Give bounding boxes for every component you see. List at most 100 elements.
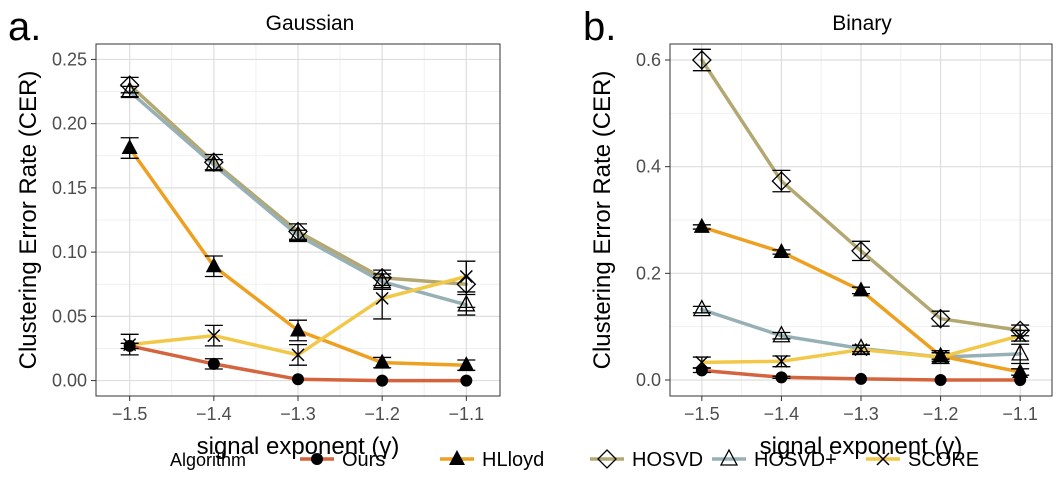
axis-ticks: −1.5 −1.4 −1.3 −1.2 −1.1 0.00 0.05 0.10 0.15 0.20… [52, 49, 484, 424]
error-bar-hosvd-plus [120, 85, 139, 98]
legend-title: Algorithm [170, 450, 246, 470]
point-hosvd-plus [120, 81, 139, 99]
point-ours [855, 372, 867, 385]
panel-letter: b. [583, 5, 616, 49]
y-axis-title: Clustering Error Rate (CER) [589, 71, 616, 370]
axis-ticks: −1.5 −1.4 −1.3 −1.2 −1.1 0.0 0.2 0.4 0.6 [636, 50, 1038, 424]
point-score [774, 354, 788, 368]
point-ours [695, 364, 708, 377]
point-ours [775, 371, 788, 384]
legend-item-hlloyd: HLloyd [440, 449, 544, 471]
error-bar-hosvd-plus [204, 158, 223, 171]
point-ours [292, 373, 304, 386]
point-ours [460, 374, 473, 387]
panel-binary: b. Binary −1.5 −1.4 −1.3 −1.2 −1.1 0.0 0.2 0.4 0.6… [583, 5, 1053, 460]
y-tick-label: 0.10 [52, 242, 87, 262]
legend-label: HOSVD+ [754, 449, 837, 471]
y-tick-label: 0.25 [52, 49, 87, 69]
y-tick-label: 0.6 [636, 50, 661, 70]
point-hosvd [851, 241, 871, 261]
point-ours [376, 374, 389, 387]
panel-title: Gaussian [266, 12, 355, 35]
panel-letter: a. [8, 5, 41, 49]
series-marks [119, 75, 477, 387]
y-tick-label: 0.2 [636, 263, 661, 283]
point-hosvd [691, 50, 712, 70]
point-score [291, 348, 305, 362]
point-ours [1014, 374, 1027, 386]
point-score [375, 291, 389, 305]
point-hosvd-plus [457, 294, 476, 312]
point-ours [207, 357, 220, 370]
point-ours [934, 374, 947, 386]
point-hlloyd [853, 281, 869, 297]
panel-title: Binary [832, 12, 892, 35]
legend-item-hosvd: HOSVD [590, 449, 703, 471]
y-axis-title: Clustering Error Rate (CER) [15, 71, 42, 370]
y-tick-label: 0.0 [636, 370, 661, 390]
legend: Algorithm Ours HLloyd HOSVD HOSVD+ SCORE [170, 448, 979, 471]
x-tick-label: −1.3 [280, 404, 316, 424]
point-hlloyd [205, 257, 222, 273]
point-hlloyd [1012, 363, 1029, 378]
legend-label: Ours [342, 449, 385, 471]
legend-label: SCORE [908, 449, 979, 471]
error-bar-hosvd [931, 310, 950, 327]
error-bar-hosvd [772, 169, 791, 193]
x-axis-title: signal exponent (γ) [197, 433, 400, 460]
y-tick-label: 0.20 [52, 114, 87, 134]
point-hlloyd [374, 353, 391, 369]
point-hlloyd [773, 243, 790, 258]
x-tick-label: −1.5 [684, 404, 720, 424]
point-score [207, 329, 221, 343]
point-hlloyd [693, 217, 710, 233]
point-ours [123, 339, 136, 352]
legend-swatch-marker [876, 452, 890, 466]
x-tick-label: −1.1 [449, 404, 485, 424]
point-hlloyd [458, 356, 475, 372]
y-tick-label: 0.15 [52, 178, 87, 198]
x-tick-label: −1.2 [923, 404, 959, 424]
legend-swatch-marker [449, 450, 465, 465]
point-hosvd-plus [288, 225, 308, 243]
error-bar-hosvd [692, 48, 711, 72]
point-score [934, 350, 948, 364]
x-tick-label: −1.5 [112, 404, 148, 424]
point-score [854, 343, 868, 357]
legend-swatch-marker [311, 453, 323, 465]
series-marks [691, 48, 1031, 386]
point-score [459, 269, 473, 284]
x-tick-label: −1.4 [196, 404, 232, 424]
point-hosvd-plus [772, 325, 791, 343]
point-hosvd [930, 308, 951, 329]
point-hosvd [771, 171, 792, 191]
legend-items: Ours HLloyd HOSVD HOSVD+ SCORE [300, 448, 979, 471]
legend-item-ours: Ours [300, 449, 385, 471]
legend-label: HLloyd [482, 449, 544, 471]
panels: a. Gaussian −1.5 −1.4 −1.3 −1.2 −1.1 0.00 0.05 0.… [8, 5, 1053, 460]
point-score [1013, 329, 1027, 343]
x-tick-label: −1.1 [1002, 404, 1038, 424]
y-tick-label: 0.05 [52, 306, 87, 326]
point-hlloyd [290, 321, 306, 337]
x-axis-title: signal exponent (γ) [760, 433, 963, 460]
point-hosvd-plus [851, 338, 871, 356]
x-tick-label: −1.3 [843, 404, 879, 424]
error-bar-hosvd-plus [289, 229, 307, 242]
x-tick-label: −1.2 [364, 404, 400, 424]
legend-label: HOSVD [632, 449, 703, 471]
point-hlloyd [121, 139, 138, 155]
x-tick-label: −1.4 [764, 404, 800, 424]
legend-swatch-marker [719, 448, 739, 466]
point-hosvd-plus [692, 299, 711, 317]
y-tick-label: 0.4 [636, 157, 661, 177]
panel-gaussian: a. Gaussian −1.5 −1.4 −1.3 −1.2 −1.1 0.00 0.05 0.… [8, 5, 501, 460]
y-tick-label: 0.00 [52, 371, 87, 391]
point-hosvd [456, 274, 477, 295]
legend-item-hosvd-plus: HOSVD+ [712, 448, 837, 471]
legend-item-score: SCORE [866, 449, 979, 471]
legend-swatch-marker [597, 449, 617, 469]
point-hosvd-plus [204, 154, 223, 172]
point-hosvd-plus [1011, 343, 1030, 361]
